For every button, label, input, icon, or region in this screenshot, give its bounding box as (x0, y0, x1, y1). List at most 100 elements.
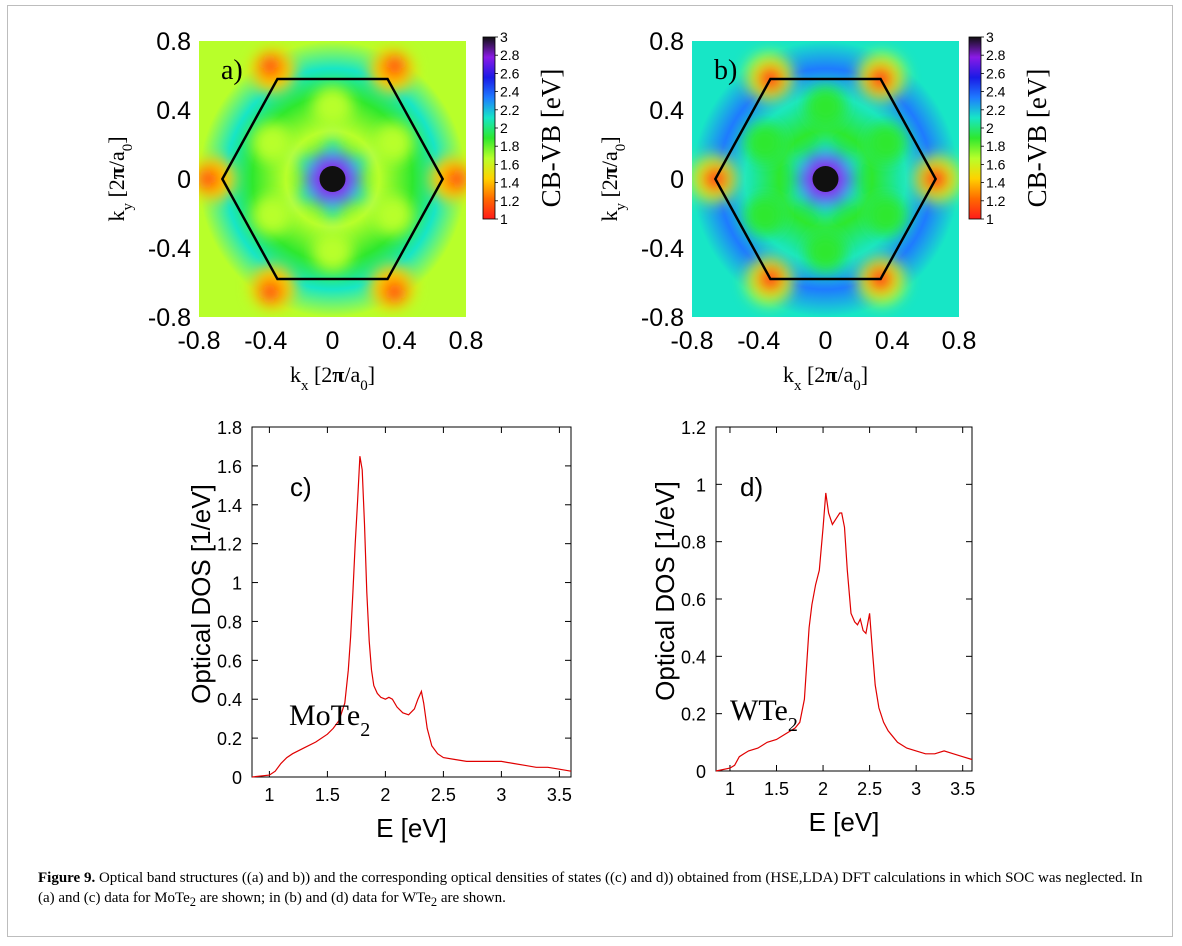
x-tick-label: 2.5 (857, 779, 882, 799)
colorbar-tick-label: 2.8 (500, 47, 520, 63)
lobe (312, 231, 353, 272)
colorbar-tick-label: 2 (986, 120, 994, 136)
lobe (805, 231, 846, 272)
y-tick-label: 1.8 (217, 418, 242, 438)
x-tick-label: 0 (326, 327, 340, 355)
caption-text-1: Optical band structures ((a) and b)) and… (38, 870, 1143, 906)
colorbar-tick-label: 1.8 (986, 138, 1006, 154)
x-tick-label: 1.5 (764, 779, 789, 799)
colorbar-tick-label: 1.4 (986, 175, 1006, 191)
colorbar-tick-label: 1.2 (500, 193, 520, 209)
caption-sub-1: 2 (189, 895, 197, 909)
y-axis-label: Optical DOS [1/eV] (186, 484, 216, 704)
y-tick-label: 0.4 (156, 97, 191, 125)
x-tick-label: -0.4 (244, 327, 287, 355)
y-tick-label: 0.8 (156, 28, 191, 56)
y-tick-label: 1 (696, 475, 706, 495)
y-tick-label: 1 (232, 574, 242, 594)
colorbar-tick-label: 2.2 (986, 102, 1006, 118)
colorbar-tick-label: 1 (986, 211, 994, 227)
x-tick-label: 3.5 (547, 785, 572, 805)
y-tick-label: 1.4 (217, 496, 242, 516)
x-tick-label: 0.8 (449, 327, 484, 355)
colorbar-tick-label: 1.8 (500, 138, 520, 154)
colorbar-tick-label: 1.2 (986, 193, 1006, 209)
lobe (866, 195, 907, 236)
x-tick-label: -0.8 (177, 327, 220, 355)
x-tick-label: 2.5 (431, 785, 456, 805)
panel-label: a) (221, 55, 243, 86)
lobe (251, 122, 292, 163)
lobe (866, 122, 907, 163)
x-tick-label: 2 (380, 785, 390, 805)
x-tick-label: 0 (819, 327, 833, 355)
x-tick-label: 0.8 (942, 327, 977, 355)
hotspot-core (199, 173, 212, 185)
y-tick-label: 0.2 (681, 705, 706, 725)
plot-area (251, 426, 572, 778)
caption-sub-2: 2 (430, 895, 438, 909)
center-core (812, 166, 839, 192)
hotspot-core (453, 173, 466, 185)
lobe (805, 86, 846, 127)
y-tick-label: 0 (232, 768, 242, 788)
center-core (319, 166, 346, 192)
y-tick-label: 0.8 (217, 612, 242, 632)
caption-text-2: are shown; in (b) and (d) data for WTe (196, 890, 431, 906)
y-tick-label: -0.4 (148, 235, 191, 263)
panel-label: d) (740, 472, 763, 502)
caption-text-3: are shown. (437, 890, 506, 906)
lobe (251, 195, 292, 236)
caption-label: Figure 9. (38, 870, 96, 886)
y-tick-label: -0.8 (148, 304, 191, 332)
colorbar-tick-label: 1.4 (500, 175, 520, 191)
x-tick-label: 3.5 (950, 779, 975, 799)
x-tick-label: 2 (818, 779, 828, 799)
panel-b-heatmap: b)0.80.40-0.4-0.8-0.8 -0.4 0 0.4 0.8kx [2π/a… (597, 28, 1052, 394)
y-tick-label: 0.6 (217, 651, 242, 671)
lobe (373, 195, 414, 236)
x-tick-label: 1 (725, 779, 735, 799)
colorbar-tick-label: 2.4 (986, 84, 1006, 100)
x-axis-label: E [eV] (376, 813, 447, 843)
y-tick-label: 0 (177, 166, 191, 194)
y-tick-label: 0.4 (681, 647, 706, 667)
x-axis-label: E [eV] (809, 807, 880, 837)
brillouin-zone-hexagon (713, 77, 938, 281)
panel-d-line-chart: 0 0.2 0.4 0.6 0.8 1 1.2 1 1.5 2 2.5 3 3.5 d) WTe2 E [eV… (650, 418, 975, 837)
lobe (312, 86, 353, 127)
y-tick-label: 0.4 (217, 690, 242, 710)
x-tick-label: 1 (264, 785, 274, 805)
heatmap-field (199, 48, 466, 310)
colorbar-tick-label: 2 (500, 120, 508, 136)
y-tick-label: 1.6 (217, 457, 242, 477)
hotspot-core (389, 288, 402, 301)
brillouin-zone-hexagon (220, 77, 445, 281)
panel-c-line-chart: 0 0.2 0.4 0.6 0.8 1 1.2 1.4 1.6 1.8 1 1.5 2 2.5 3 3.5 c)… (186, 418, 572, 843)
lobe (744, 195, 785, 236)
colorbar-tick-label: 1.6 (500, 156, 520, 172)
colorbar-tick-label: 2.4 (500, 84, 520, 100)
hotspot-core (389, 57, 402, 70)
dos-curve (251, 456, 572, 778)
x-tick-label: -0.4 (737, 327, 780, 355)
y-tick-label: 0.6 (681, 590, 706, 610)
y-tick-label: 0.4 (649, 97, 684, 125)
y-tick-label: -0.8 (641, 304, 684, 332)
x-tick-label: 0.4 (875, 327, 910, 355)
x-tick-label: 3 (911, 779, 921, 799)
colorbar-label: CB-VB [eV] (1022, 69, 1052, 208)
colorbar-tick-label: 3 (986, 29, 994, 45)
x-tick-label: -0.8 (670, 327, 713, 355)
material-label: WTe2 (730, 694, 798, 736)
lobe (373, 122, 414, 163)
hotspot-core (263, 288, 276, 301)
panel-label: c) (290, 472, 312, 502)
y-tick-label: 1.2 (681, 418, 706, 438)
colorbar-tick-label: 2.8 (986, 47, 1006, 63)
y-axis-label: Optical DOS [1/eV] (650, 481, 680, 701)
y-tick-label: 0.2 (217, 729, 242, 749)
x-tick-label: 0.4 (382, 327, 417, 355)
heatmap-field (692, 52, 959, 306)
x-tick-label: 1.5 (315, 785, 340, 805)
